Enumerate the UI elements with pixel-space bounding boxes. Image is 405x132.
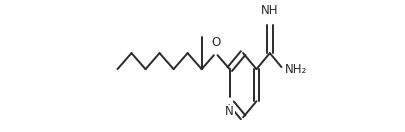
Text: N: N xyxy=(225,105,234,118)
Text: NH₂: NH₂ xyxy=(284,63,307,76)
Text: O: O xyxy=(211,36,220,49)
Text: NH: NH xyxy=(260,4,278,17)
